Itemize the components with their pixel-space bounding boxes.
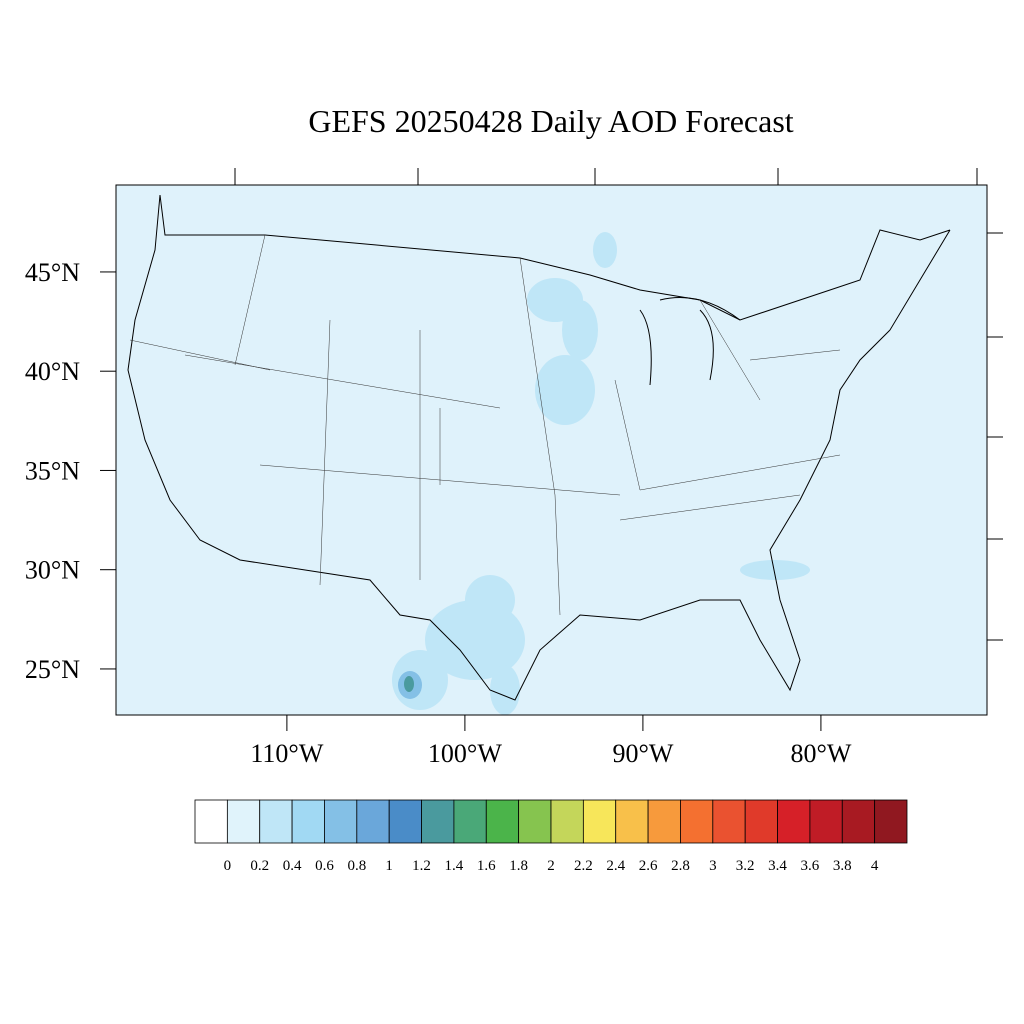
colorbar-label: 3.6: [801, 858, 820, 874]
colorbar-label: 1.4: [445, 858, 464, 874]
colorbar-label: 2.4: [606, 858, 625, 874]
colorbar-label: 3: [709, 858, 717, 874]
colorbar-label: 4: [871, 858, 879, 874]
colorbar-box: [647, 799, 681, 844]
colorbar: 0 0.2 0.4 0.6 0.8 1 1.2 1.4 1.6 1.8 2 2.2 2.4 2.6 2.8 3…: [194, 799, 908, 874]
map-background: [116, 185, 987, 715]
colorbar-box: [841, 799, 876, 844]
lat-label: 35°N: [25, 456, 80, 485]
colorbar-label: 0: [224, 858, 232, 874]
colorbar-label: 0.2: [250, 858, 269, 874]
colorbar-label: 2.2: [574, 858, 593, 874]
colorbar-box: [518, 799, 552, 844]
lat-label: 40°N: [25, 357, 80, 386]
lon-label: 80°W: [790, 739, 851, 768]
lat-label: 25°N: [25, 655, 80, 684]
colorbar-box: [324, 799, 358, 844]
lat-label: 30°N: [25, 556, 80, 585]
colorbar-box: [615, 799, 649, 844]
colorbar-box: [744, 799, 778, 844]
lon-label: 100°W: [428, 739, 502, 768]
colorbar-label: 1.6: [477, 858, 496, 874]
colorbar-label: 1.2: [412, 858, 431, 874]
aod-core: [404, 676, 414, 692]
title: GEFS 20250428 Daily AOD Forecast: [308, 103, 793, 139]
lat-label: 45°N: [25, 258, 80, 287]
colorbar-box: [259, 799, 293, 844]
colorbar-box: [226, 799, 261, 844]
colorbar-box: [582, 799, 617, 844]
colorbar-label: 3.4: [768, 858, 787, 874]
colorbar-box: [356, 799, 390, 844]
state-borders: [129, 234, 841, 616]
colorbar-label: 2.8: [671, 858, 690, 874]
colorbar-label: 2.6: [639, 858, 658, 874]
colorbar-box: [453, 799, 487, 844]
lon-label: 110°W: [250, 739, 323, 768]
colorbar-label: 3.2: [736, 858, 755, 874]
map: 45°N 40°N 35°N 30°N 25°N 110°W 100°W 90°W 80°W: [25, 168, 1003, 768]
colorbar-label: 3.8: [833, 858, 852, 874]
frame-ticks: [234, 168, 1003, 641]
colorbar-box: [485, 799, 520, 844]
map-frame: [115, 184, 988, 716]
colorbar-box: [809, 799, 843, 844]
colorbar-box: [712, 799, 746, 844]
colorbar-label: 0.8: [347, 858, 366, 874]
colorbar-box: [680, 799, 714, 844]
colorbar-box: [388, 799, 422, 844]
colorbar-label: 1: [385, 858, 393, 874]
colorbar-box: [291, 799, 325, 844]
colorbar-label: 2: [547, 858, 555, 874]
colorbar-box: [874, 799, 908, 844]
lon-label: 90°W: [612, 739, 673, 768]
colorbar-label: 1.8: [509, 858, 528, 874]
great-lakes: [639, 297, 741, 386]
colorbar-box: [550, 799, 584, 844]
colorbar-label: 0.4: [283, 858, 302, 874]
colorbar-box: [421, 799, 455, 844]
colorbar-label: 0.6: [315, 858, 334, 874]
colorbar-box: [194, 799, 228, 844]
colorbar-box: [777, 799, 811, 844]
